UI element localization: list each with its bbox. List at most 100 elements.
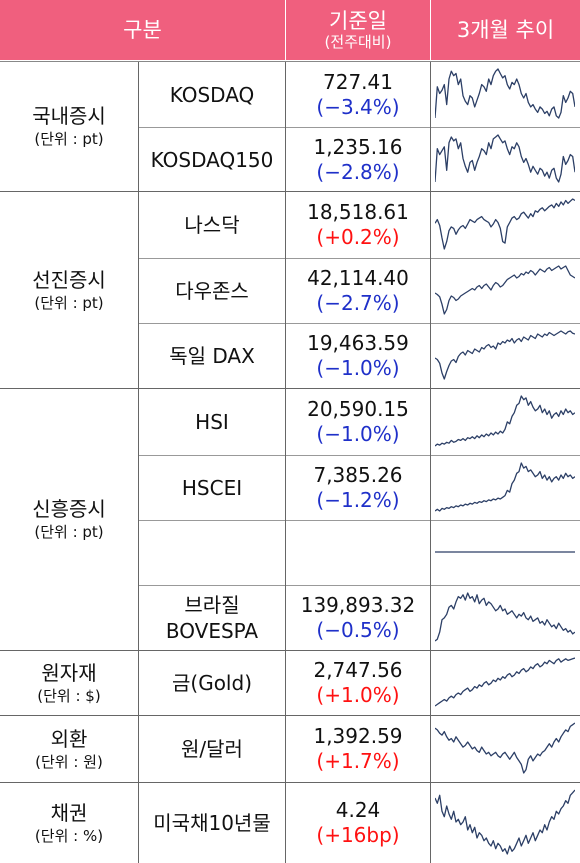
index-name-line2: BOVESPA	[165, 619, 259, 643]
header-base-date-sub: (전주대비)	[324, 33, 392, 51]
index-name: 독일 DAX	[169, 344, 255, 368]
trend-line	[435, 789, 575, 855]
trend-sparkline	[435, 462, 575, 512]
index-name-cell: 나스닥	[139, 192, 285, 258]
trend-line	[435, 722, 575, 774]
trend-sparkline	[435, 789, 575, 855]
weekly-change: (−0.5%)	[316, 618, 400, 642]
value-cell: 19,463.59 (−1.0%)	[286, 324, 430, 388]
header-trend: 3개월 추이	[431, 0, 580, 60]
index-value: 4.24	[335, 798, 381, 822]
category-label: 선진증시	[32, 267, 106, 292]
index-name: KOSDAQ150	[150, 147, 274, 172]
header-base-date: 기준일 (전주대비)	[286, 0, 430, 60]
index-name-cell: 금(Gold)	[139, 651, 285, 715]
trend-sparkline	[435, 198, 575, 250]
index-name: 브라질	[184, 593, 240, 617]
trend-line	[435, 134, 575, 183]
weekly-change: (−2.7%)	[316, 291, 400, 315]
row-divider	[139, 258, 580, 259]
row-divider	[0, 782, 580, 783]
header-divider	[430, 0, 431, 60]
weekly-change: (+1.7%)	[316, 749, 400, 773]
trend-sparkline	[435, 592, 575, 642]
index-value: 20,590.15	[307, 397, 409, 421]
header-base-date-label: 기준일	[329, 9, 387, 33]
row-divider	[139, 455, 580, 456]
index-name-cell: 다우존스	[139, 259, 285, 323]
value-cell: 2,747.56 (+1.0%)	[286, 651, 430, 715]
row-divider	[0, 388, 580, 389]
header-category: 구분	[0, 0, 285, 60]
row-divider	[0, 650, 580, 651]
table-header	[0, 0, 580, 60]
trend-line	[435, 592, 575, 642]
trend-line	[435, 462, 575, 512]
index-name-cell: 브라질 BOVESPA	[139, 586, 285, 650]
value-cell: 4.24 (+16bp)	[286, 783, 430, 863]
index-name: KOSDAQ	[169, 82, 255, 107]
index-name-cell: 미국채10년물	[139, 783, 285, 863]
trend-line	[435, 265, 575, 315]
index-value: 139,893.32	[300, 593, 416, 617]
column-divider	[138, 62, 139, 863]
category-fx: 외환 (단위 : 원)	[0, 716, 138, 781]
index-name-cell: HSCEI	[139, 456, 285, 520]
index-name: HSI	[195, 410, 229, 434]
category-bond: 채권 (단위 : %)	[0, 783, 138, 863]
weekly-change: (−3.4%)	[316, 94, 400, 119]
category-unit: (단위 : $)	[37, 686, 101, 705]
value-cell: 20,590.15 (−1.0%)	[286, 389, 430, 455]
column-divider	[430, 62, 431, 863]
index-value: 2,747.56	[313, 658, 403, 682]
index-value: 1,392.59	[313, 724, 403, 748]
category-label: 외환	[50, 726, 88, 751]
trend-sparkline	[435, 68, 575, 119]
weekly-change: (+0.2%)	[316, 225, 400, 249]
trend-sparkline	[435, 551, 575, 553]
trend-line	[435, 198, 575, 250]
index-name: 나스닥	[184, 213, 240, 237]
index-name-cell	[139, 521, 285, 585]
category-commodity: 원자재 (단위 : $)	[0, 651, 138, 714]
header-trend-label: 3개월 추이	[456, 18, 555, 42]
weekly-change: (+16bp)	[316, 823, 400, 847]
index-value: 42,114.40	[307, 266, 409, 290]
index-value: 19,463.59	[307, 331, 409, 355]
row-divider	[0, 191, 580, 192]
row-divider	[139, 520, 580, 521]
index-name: 금(Gold)	[172, 671, 252, 695]
category-developed: 선진증시 (단위 : pt)	[0, 192, 138, 387]
index-name-cell: HSI	[139, 389, 285, 455]
header-divider	[285, 0, 286, 60]
category-domestic: 국내증시 (단위 : pt)	[0, 62, 138, 190]
trend-sparkline	[435, 395, 575, 447]
index-name-cell: 원/달러	[139, 716, 285, 782]
value-cell: 1,235.16 (−2.8%)	[286, 128, 430, 191]
value-cell: 7,385.26 (−1.2%)	[286, 456, 430, 520]
category-unit: (단위 : pt)	[34, 130, 104, 148]
index-name-cell: 독일 DAX	[139, 324, 285, 388]
row-divider	[139, 323, 580, 324]
trend-line	[435, 657, 575, 707]
trend-line	[435, 395, 575, 447]
column-divider	[285, 62, 286, 863]
trend-sparkline	[435, 265, 575, 315]
index-name: HSCEI	[181, 476, 243, 500]
category-unit: (단위 : pt)	[34, 293, 104, 312]
trend-line	[435, 330, 575, 380]
weekly-change: (−1.0%)	[316, 356, 400, 380]
trend-sparkline	[435, 657, 575, 707]
index-name-cell: KOSDAQ150	[139, 128, 285, 191]
category-label: 신흥증시	[32, 497, 106, 521]
category-label: 국내증시	[32, 104, 106, 128]
value-cell: 42,114.40 (−2.7%)	[286, 259, 430, 323]
index-name: 다우존스	[175, 279, 249, 303]
row-divider	[139, 585, 580, 586]
weekly-change: (+1.0%)	[316, 683, 400, 707]
index-value: 727.41	[323, 69, 393, 94]
value-cell: 18,518.61 (+0.2%)	[286, 192, 430, 258]
value-cell: 1,392.59 (+1.7%)	[286, 716, 430, 782]
category-label: 원자재	[41, 660, 97, 685]
